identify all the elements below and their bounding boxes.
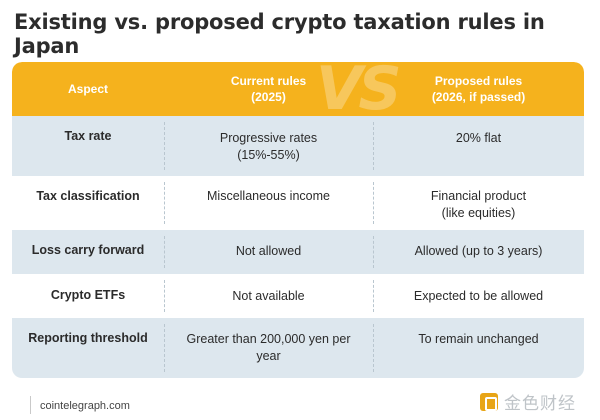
page-title: Existing vs. proposed crypto taxation ru… [14,10,545,58]
header-current-rules: Current rules (2025) [164,62,373,116]
table-row: Loss carry forward Not allowed Allowed (… [12,230,584,274]
comparison-table: Aspect Current rules (2025) Proposed rule… [12,62,584,378]
jinse-logo-icon [480,392,498,411]
row-current: Miscellaneous income [207,189,330,203]
row-proposed: 20% flat [455,131,502,145]
source-credit: cointelegraph.com [40,400,130,412]
table-header-row: Aspect Current rules (2025) Proposed rule… [12,62,584,116]
table-row: Tax classification Miscellaneous income … [12,176,584,230]
row-current: Progressive rates (15%-55%) [219,131,318,162]
table-row: Reporting threshold Greater than 200,000… [12,318,584,378]
row-aspect: Tax classification [36,189,140,203]
table-row: Tax rate Progressive rates (15%-55%) 20% … [12,116,584,176]
row-proposed: Expected to be allowed [413,289,544,303]
table-row: Crypto ETFs Not available Expected to be… [12,274,584,318]
row-proposed: Financial product (like equities) [430,189,527,220]
row-proposed: To remain unchanged [418,332,539,346]
vs-watermark: VS [316,54,402,124]
header-aspect: Aspect [67,82,108,96]
row-aspect: Loss carry forward [31,243,145,257]
header-current-title: Current rules [230,74,307,88]
row-current: Greater than 200,000 yen per year [186,332,351,363]
watermark: 金色财经 [480,389,576,414]
row-current: Not available [232,289,305,303]
footer-divider [30,396,31,414]
header-proposed-title: Proposed rules [434,74,523,88]
row-proposed: Allowed (up to 3 years) [414,244,543,258]
row-aspect: Crypto ETFs [50,288,126,302]
header-proposed-year: (2026, if passed) [431,90,526,104]
watermark-text: 金色财经 [504,394,576,414]
row-aspect: Tax rate [64,129,112,143]
row-current: Not allowed [235,244,302,258]
header-proposed-rules: Proposed rules (2026, if passed) [373,62,584,116]
row-aspect: Reporting threshold [28,331,148,345]
header-current-year: (2025) [251,90,286,104]
